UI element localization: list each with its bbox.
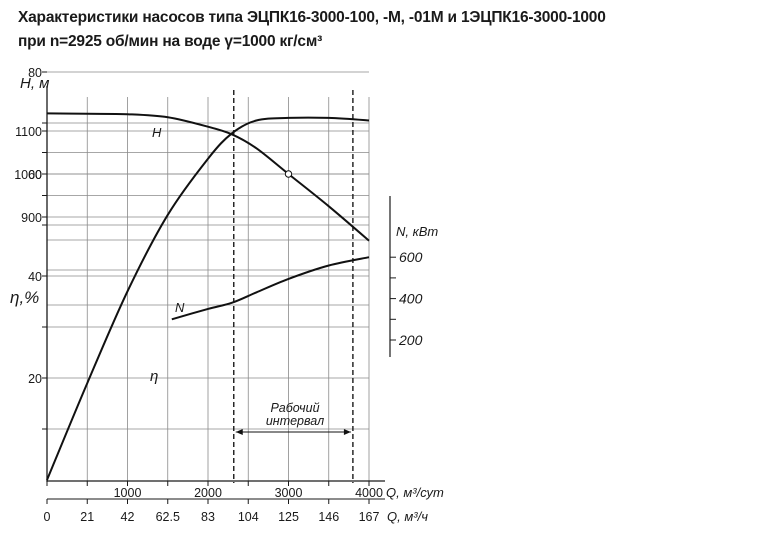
axis-title-flow-hourly: Q, м³/ч [387,509,428,524]
x-tick-label-hourly: 62.5 [156,510,180,524]
working-interval-arrowhead [343,429,351,435]
y-tick-label-head: 900 [21,211,42,225]
series-line-head [46,112,370,242]
power-tick-label: 200 [398,332,423,348]
axis-title-head: H, м [20,75,49,92]
series-label-efficiency: η [150,368,158,385]
series-label-head: H [152,125,162,140]
x-tick-label-daily: 4000 [355,486,383,500]
y-tick-label-head: 1100 [15,125,42,139]
y-tick-label-efficiency: 20 [28,372,42,386]
x-tick-label-hourly: 167 [359,510,380,524]
x-tick-label-hourly: 42 [121,510,135,524]
x-tick-label-hourly: 21 [80,510,94,524]
axis-title-flow-daily: Q, м³/сут [386,485,444,500]
grid [47,71,370,481]
axis-title-power: N, кВт [396,224,438,239]
x-tick-label-hourly: 146 [318,510,339,524]
working-interval-label: Рабочий [270,401,319,415]
working-interval-label: интервал [266,414,324,428]
working-interval-arrowhead [235,429,243,435]
rated-point-marker [284,170,293,178]
series-line-efficiency [46,116,370,481]
x-tick-label-daily: 2000 [194,486,222,500]
x-tick-label-daily: 3000 [275,486,303,500]
series-line-power [171,256,370,321]
x-tick-label-hourly: 83 [201,510,215,524]
x-tick-label-hourly: 0 [44,510,51,524]
x-tick-label-daily: 1000 [114,486,142,500]
series-label-power: N [175,300,185,315]
y-tick-label-head: 1000 [14,168,42,182]
chart-title-line-2: при n=2925 об/мин на воде γ=1000 кг/см³ [18,33,323,50]
y-tick-label-efficiency: 60 [28,168,42,182]
curves [46,112,370,481]
axis-title-efficiency: η,% [10,288,39,307]
x-tick-label-hourly: 104 [238,510,259,524]
x-tick-label-hourly: 125 [278,510,299,524]
y-tick-label-efficiency: 40 [28,270,42,284]
axes [42,71,396,504]
chart-title-line-1: Характеристики насосов типа ЭЦПК16-3000-… [18,9,606,26]
y-tick-label-efficiency: 80 [28,66,42,80]
power-tick-label: 600 [399,249,423,265]
power-tick-label: 400 [399,291,423,307]
